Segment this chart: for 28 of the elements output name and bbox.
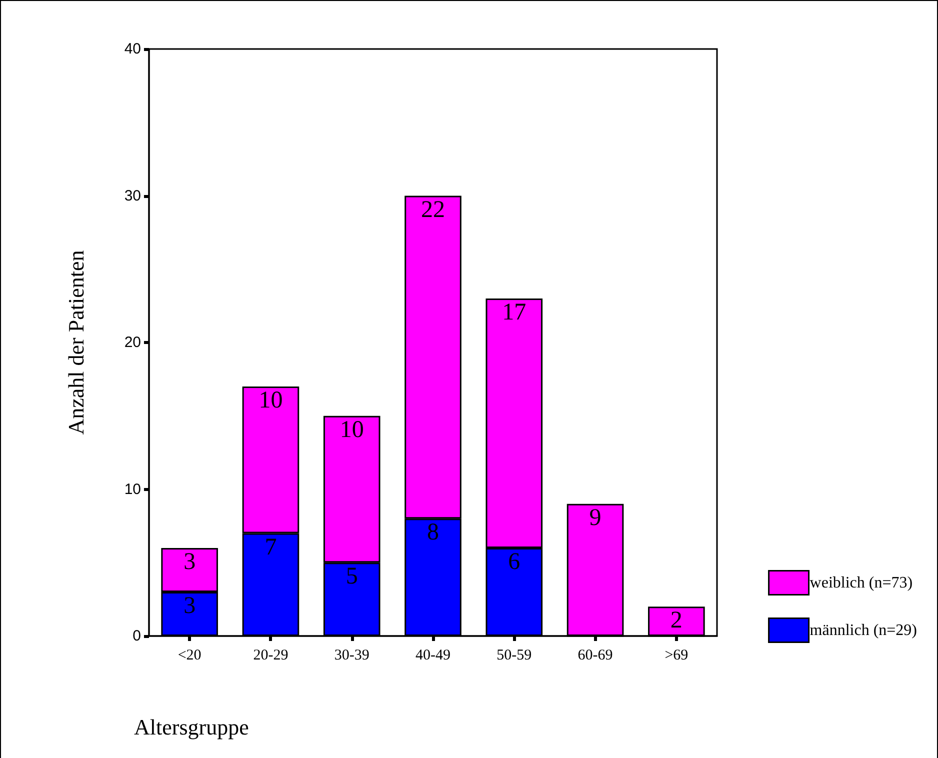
data-label: 10 [258,388,283,414]
data-label: 10 [340,416,364,443]
data-label: 8 [427,520,439,546]
x-axis-title: Altersgruppe [134,714,249,740]
y-tick-label: 30 [124,187,141,204]
data-label: 6 [508,548,520,575]
x-tick-label: 20-29 [253,648,288,664]
y-tick-label: 40 [124,40,141,58]
y-tick-label: 0 [132,628,141,644]
x-tick-label: 30-39 [334,648,370,664]
data-label: 22 [421,196,445,223]
legend-label: männlich (n=29) [810,622,917,639]
y-tick-label: 10 [124,480,141,498]
data-label: 17 [502,299,526,326]
x-tick-label: 50-59 [496,648,532,664]
x-tick-label: 60-69 [578,648,613,664]
x-tick-label: 40-49 [416,648,450,664]
data-label: 2 [670,608,682,634]
x-tick-label: >69 [664,648,688,664]
data-label: 3 [184,592,196,619]
data-label: 5 [346,564,358,590]
data-label: 9 [589,504,602,531]
y-tick-label: 20 [124,334,141,351]
data-label: 3 [184,548,196,575]
y-axis-title: Anzahl der Patienten [64,250,88,435]
x-tick-label: <20 [178,648,202,664]
legend-label: weiblich (n=73) [810,574,913,592]
data-label: 7 [264,534,277,560]
